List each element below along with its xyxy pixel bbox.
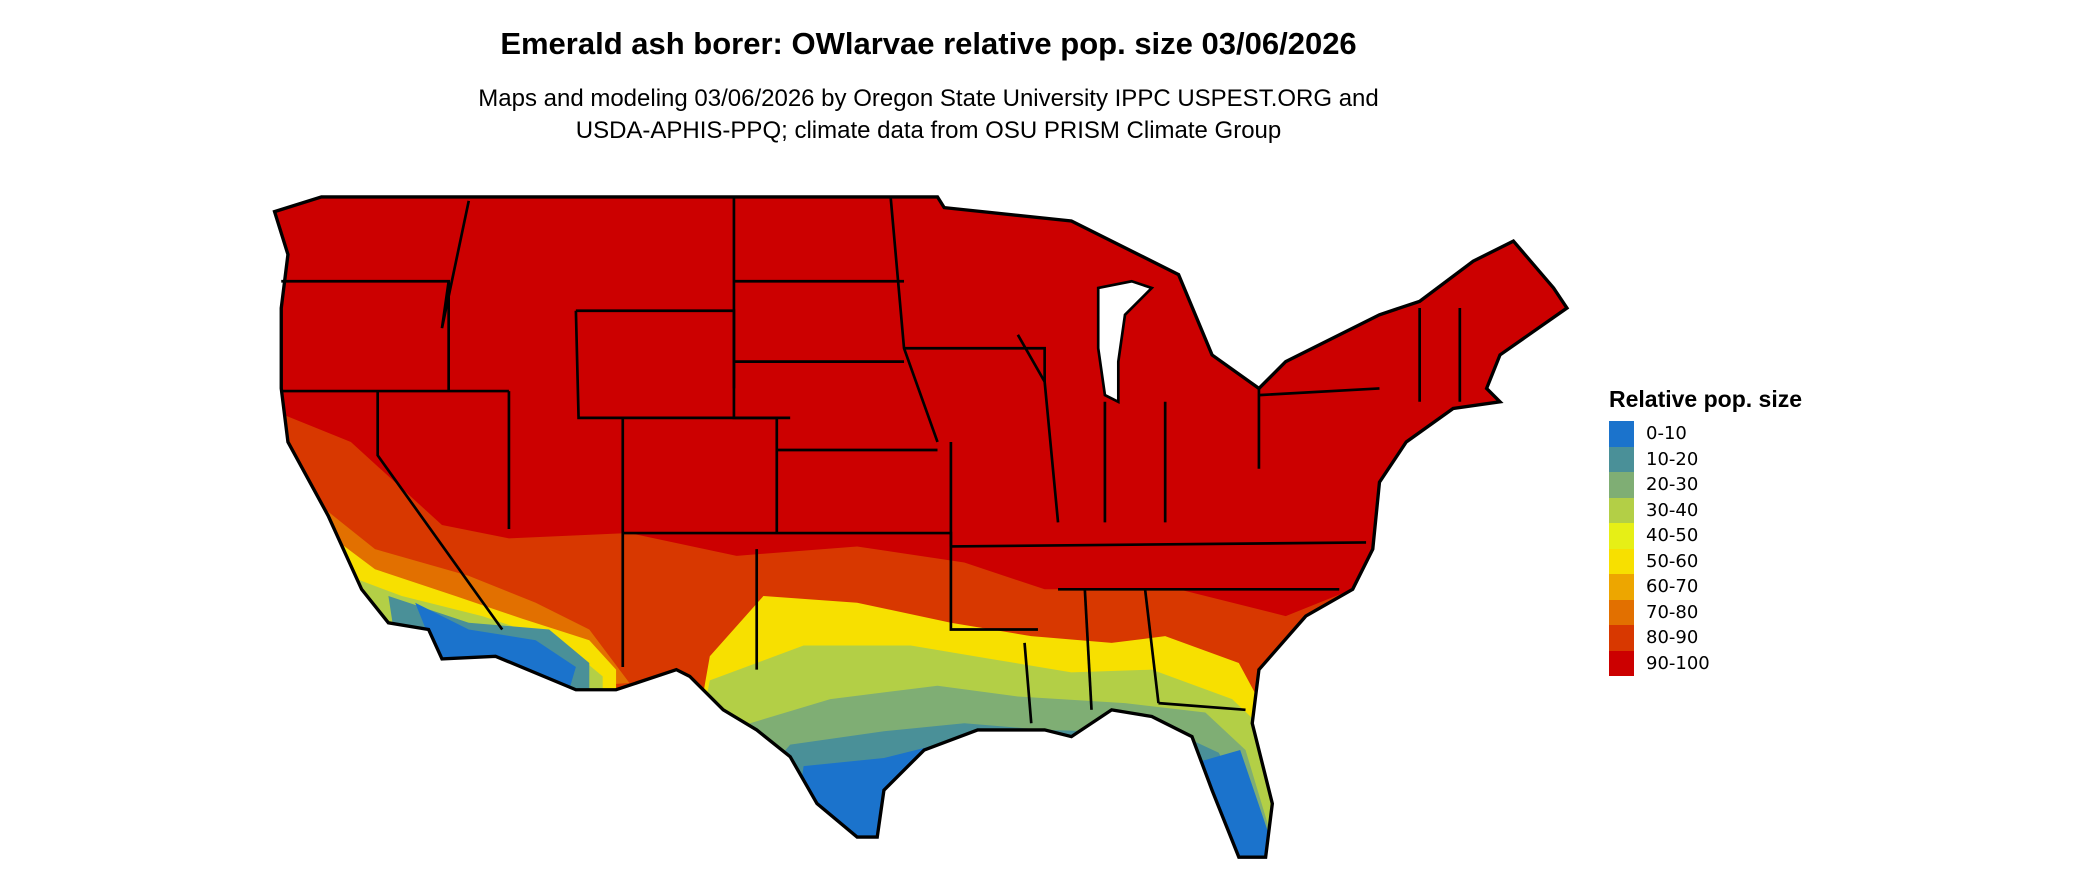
legend-item: 80-90 bbox=[1609, 625, 1802, 651]
legend-label: 70-80 bbox=[1646, 601, 1699, 623]
lake-michigan bbox=[1096, 279, 1155, 404]
legend-item: 20-30 bbox=[1609, 472, 1802, 498]
zone-10-20 bbox=[669, 723, 1286, 858]
legend-swatch bbox=[1609, 497, 1634, 523]
legend-label: 50-60 bbox=[1646, 550, 1699, 572]
legend-swatch bbox=[1609, 625, 1634, 651]
legend-label: 40-50 bbox=[1646, 525, 1699, 547]
legend-label: 20-30 bbox=[1646, 474, 1699, 496]
legend-label: 90-100 bbox=[1646, 652, 1710, 674]
legend-items: 0-10 10-20 20-30 30-40 40-50 50-60 60-70 70-80 8… bbox=[1609, 421, 1802, 676]
legend-swatch bbox=[1609, 472, 1634, 498]
legend-swatch bbox=[1609, 523, 1634, 549]
legend-label: 30-40 bbox=[1646, 499, 1699, 521]
legend-item: 70-80 bbox=[1609, 599, 1802, 625]
legend-label: 60-70 bbox=[1646, 576, 1699, 598]
map-subtitle-line2: USDA-APHIS-PPQ; climate data from OSU PR… bbox=[575, 117, 1282, 144]
legend-item: 30-40 bbox=[1609, 497, 1802, 523]
us-outline bbox=[272, 195, 1570, 859]
legend-swatch bbox=[1609, 548, 1634, 574]
legend-item: 40-50 bbox=[1609, 523, 1802, 549]
legend-label: 10-20 bbox=[1646, 448, 1699, 470]
legend-item: 90-100 bbox=[1609, 650, 1802, 676]
legend-swatch bbox=[1609, 421, 1634, 447]
legend-swatch bbox=[1609, 574, 1634, 600]
legend-item: 60-70 bbox=[1609, 574, 1802, 600]
map-subtitle-line1: Maps and modeling 03/06/2026 by Oregon S… bbox=[478, 85, 1379, 112]
legend-item: 0-10 bbox=[1609, 421, 1802, 447]
legend-label: 80-90 bbox=[1646, 627, 1699, 649]
legend-swatch bbox=[1609, 650, 1634, 676]
state-borders bbox=[281, 196, 1462, 724]
legend-item: 10-20 bbox=[1609, 446, 1802, 472]
legend-swatch bbox=[1609, 599, 1634, 625]
map-title: Emerald ash borer: OWlarvae relative pop… bbox=[500, 26, 1357, 61]
legend: Relative pop. size 0-10 10-20 20-30 30-40 40… bbox=[1609, 386, 1802, 676]
legend-item: 50-60 bbox=[1609, 548, 1802, 574]
legend-label: 0-10 bbox=[1646, 423, 1687, 445]
legend-swatch bbox=[1609, 446, 1634, 472]
legend-title: Relative pop. size bbox=[1609, 386, 1803, 412]
